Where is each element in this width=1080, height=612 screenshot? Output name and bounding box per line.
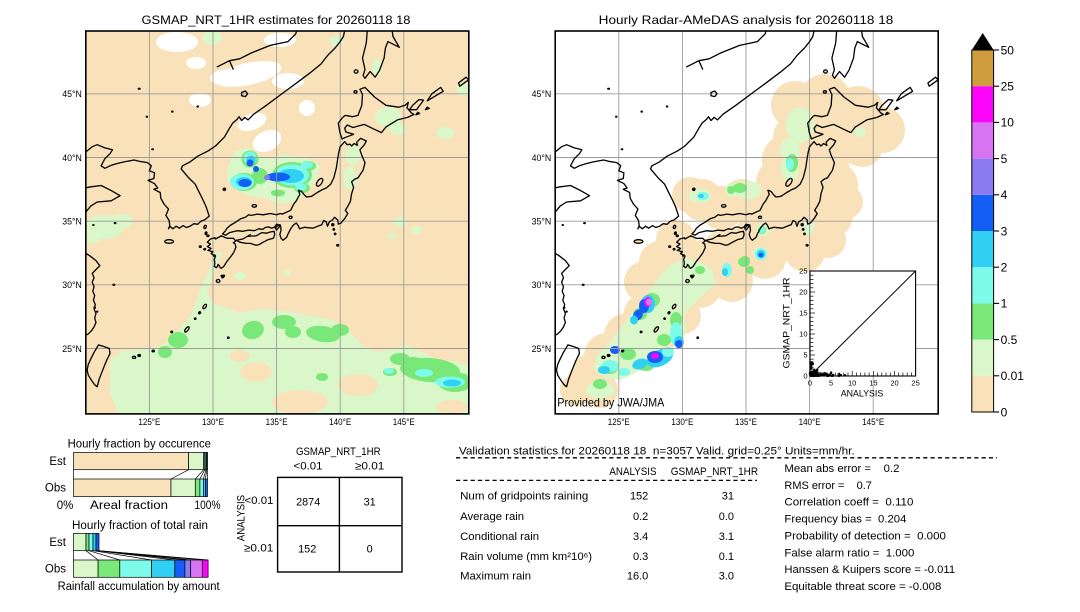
svg-text:<0.01: <0.01 [245, 495, 274, 507]
svg-text:0: 0 [367, 544, 373, 556]
svg-text:31: 31 [364, 497, 376, 509]
svg-text:45°N: 45°N [532, 89, 552, 100]
svg-text:0.1: 0.1 [719, 551, 734, 563]
svg-text:135°E: 135°E [735, 417, 757, 428]
svg-text:Frequency bias = 0.204: Frequency bias = 0.204 [784, 514, 906, 526]
svg-text:145°E: 145°E [862, 417, 884, 428]
svg-text:40°N: 40°N [62, 153, 82, 164]
svg-text:0: 0 [803, 372, 807, 381]
svg-text:25: 25 [911, 379, 919, 388]
svg-text:0.2: 0.2 [633, 511, 648, 523]
svg-text:Obs: Obs [45, 483, 66, 495]
svg-text:Est: Est [49, 537, 66, 549]
svg-text:Provided by JWA/JMA: Provided by JWA/JMA [557, 396, 664, 410]
svg-text:10: 10 [1001, 116, 1015, 130]
svg-text:50: 50 [1001, 43, 1015, 57]
svg-text:15: 15 [799, 309, 807, 318]
svg-text:Hourly fraction by occurence: Hourly fraction by occurence [68, 438, 211, 450]
svg-text:0.0: 0.0 [719, 511, 734, 523]
svg-text:2874: 2874 [296, 497, 320, 509]
svg-text:Maximum rain: Maximum rain [460, 570, 531, 582]
svg-text:25°N: 25°N [532, 344, 552, 355]
svg-text:3.1: 3.1 [719, 531, 734, 543]
svg-text:GSMAP_NRT_1HR estimates for 20: GSMAP_NRT_1HR estimates for 20260118 18 [142, 13, 411, 27]
svg-text:135°E: 135°E [266, 417, 288, 428]
svg-text:Probability of detection = 0.: Probability of detection = 0.000 [784, 530, 946, 542]
svg-text:1: 1 [1001, 297, 1008, 311]
svg-text:Average rain: Average rain [460, 511, 524, 523]
svg-text:2: 2 [1001, 261, 1008, 275]
svg-text:Rain volume (mm km²10⁶): Rain volume (mm km²10⁶) [460, 551, 592, 563]
svg-text:Equitable threat score = -0.00: Equitable threat score = -0.008 [784, 581, 941, 593]
svg-text:15: 15 [869, 379, 877, 388]
svg-text:130°E: 130°E [671, 417, 693, 428]
svg-text:35°N: 35°N [532, 217, 552, 228]
svg-text:5: 5 [803, 351, 807, 360]
svg-text:45°N: 45°N [62, 89, 82, 100]
svg-text:Est: Est [49, 456, 66, 468]
svg-text:10: 10 [848, 379, 856, 388]
svg-text:Mean abs error = 0.2: Mean abs error = 0.2 [784, 463, 899, 475]
svg-text:Areal fraction: Areal fraction [90, 500, 168, 512]
svg-text:False alarm ratio = 1.000: False alarm ratio = 1.000 [784, 547, 914, 559]
svg-text:4: 4 [1001, 188, 1008, 202]
svg-text:RMS error = 0.7: RMS error = 0.7 [784, 480, 872, 492]
svg-text:Num of gridpoints raining: Num of gridpoints raining [460, 491, 588, 503]
svg-text:25°N: 25°N [62, 344, 82, 355]
svg-text:3: 3 [1001, 224, 1008, 238]
svg-text:0: 0 [808, 379, 812, 388]
svg-text:152: 152 [298, 544, 316, 556]
svg-text:152: 152 [630, 491, 648, 503]
svg-text:<0.01: <0.01 [294, 461, 323, 473]
svg-text:Validation statistics for 2026: Validation statistics for 20260118 18 n=… [459, 446, 855, 458]
svg-text:35°N: 35°N [62, 217, 82, 228]
svg-text:0%: 0% [57, 500, 74, 512]
svg-text:Hourly fraction of total rain: Hourly fraction of total rain [72, 520, 208, 532]
svg-text:ANALYSIS: ANALYSIS [841, 389, 884, 399]
svg-text:125°E: 125°E [608, 417, 630, 428]
svg-text:25: 25 [1001, 80, 1015, 94]
svg-text:≥0.01: ≥0.01 [244, 543, 274, 555]
svg-text:130°E: 130°E [202, 417, 224, 428]
svg-text:100%: 100% [195, 500, 221, 512]
svg-text:GSMAP_NRT_1HR: GSMAP_NRT_1HR [782, 277, 792, 369]
svg-text:GSMAP_NRT_1HR: GSMAP_NRT_1HR [296, 446, 381, 458]
svg-text:GSMAP_NRT_1HR: GSMAP_NRT_1HR [671, 466, 758, 478]
svg-text:Hourly Radar-AMeDAS analysis f: Hourly Radar-AMeDAS analysis for 2026011… [599, 13, 894, 27]
svg-text:31: 31 [722, 491, 734, 503]
svg-text:Rainfall accumulation by amoun: Rainfall accumulation by amount [58, 581, 221, 593]
svg-text:30°N: 30°N [62, 280, 82, 291]
svg-text:Correlation coeff = 0.110: Correlation coeff = 0.110 [784, 497, 913, 509]
svg-text:40°N: 40°N [532, 153, 552, 164]
svg-text:5: 5 [1001, 152, 1008, 166]
svg-text:125°E: 125°E [138, 417, 160, 428]
svg-text:140°E: 140°E [799, 417, 821, 428]
svg-text:3.4: 3.4 [633, 531, 648, 543]
svg-text:30°N: 30°N [532, 280, 552, 291]
svg-text:0: 0 [1001, 405, 1008, 419]
svg-text:3.0: 3.0 [719, 570, 734, 582]
svg-text:25: 25 [799, 267, 807, 276]
svg-text:0.5: 0.5 [1001, 333, 1018, 347]
svg-text:ANALYSIS: ANALYSIS [236, 495, 248, 541]
svg-text:0.3: 0.3 [633, 551, 648, 563]
svg-text:5: 5 [829, 379, 833, 388]
svg-text:0.01: 0.01 [1001, 369, 1025, 383]
svg-text:20: 20 [890, 379, 898, 388]
svg-text:Hanssen & Kuipers score = -0.0: Hanssen & Kuipers score = -0.011 [784, 564, 955, 576]
svg-text:16.0: 16.0 [627, 570, 648, 582]
svg-text:140°E: 140°E [329, 417, 351, 428]
svg-text:Conditional rain: Conditional rain [460, 531, 539, 543]
svg-text:10: 10 [799, 330, 807, 339]
svg-text:≥0.01: ≥0.01 [355, 461, 385, 473]
svg-text:Obs: Obs [45, 564, 66, 576]
svg-text:145°E: 145°E [393, 417, 415, 428]
svg-text:ANALYSIS: ANALYSIS [609, 466, 656, 478]
svg-text:20: 20 [799, 288, 807, 297]
